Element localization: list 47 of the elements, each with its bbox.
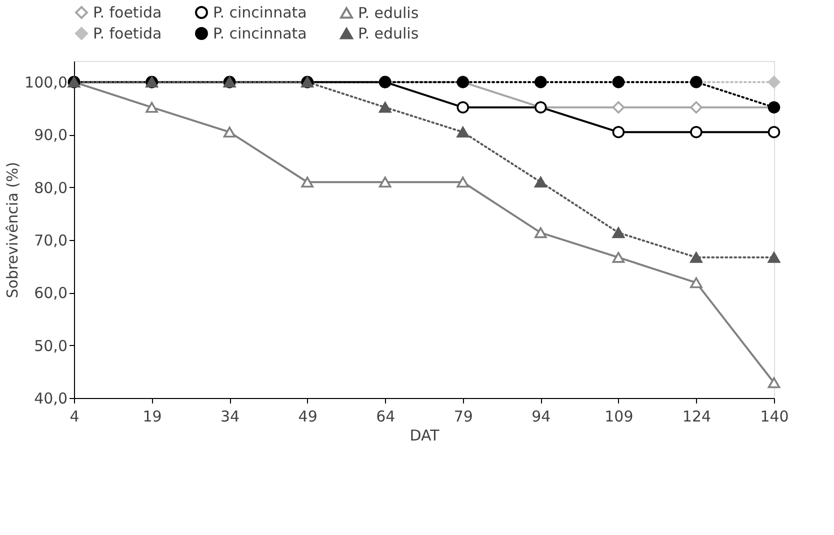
y-tick-label: 60,0 [34, 284, 68, 302]
x-tick-label: 79 [454, 408, 473, 426]
point [378, 102, 392, 113]
x-tick-label: 4 [70, 408, 80, 426]
legend-label: P. cincinnata [213, 4, 307, 22]
x-tick-label: 124 [682, 408, 712, 426]
point [456, 176, 470, 188]
point [378, 176, 392, 188]
point [534, 227, 547, 238]
point [612, 101, 625, 114]
legend-label: P. cincinnata [213, 24, 307, 42]
y-tick-label: 50,0 [34, 336, 68, 355]
point [456, 126, 470, 138]
y-tick-label: 40,0 [34, 390, 68, 408]
legend-label: P. edulis [358, 24, 419, 42]
point [612, 126, 625, 138]
x-tick-label: 109 [604, 408, 634, 426]
point [690, 126, 702, 138]
point [534, 176, 547, 188]
y-tick-label: 90,0 [34, 126, 68, 144]
point [768, 252, 780, 263]
y-axis-title: Sobrevivência (%) [4, 162, 22, 298]
legend-label: P. foetida [93, 24, 162, 42]
point [612, 252, 625, 263]
point [768, 76, 780, 88]
point [612, 227, 625, 238]
x-tick-label: 94 [532, 408, 551, 426]
point [690, 252, 702, 263]
x-tick-label: 49 [298, 408, 318, 426]
legend-label: P. edulis [358, 4, 419, 22]
point [690, 277, 702, 288]
x-tick-label: 19 [142, 408, 162, 426]
legend-label: P. foetida [93, 4, 162, 22]
point [301, 176, 314, 188]
y-tick-label: 100,0 [24, 74, 68, 92]
x-axis-title: DAT [410, 426, 440, 444]
x-tick-label: 34 [220, 408, 240, 426]
point [768, 126, 780, 138]
point [768, 377, 780, 388]
y-tick-label: 80,0 [34, 178, 68, 197]
x-tick-label: 140 [760, 408, 789, 426]
point [456, 101, 470, 114]
x-tick-label: 64 [376, 408, 396, 426]
point [223, 126, 236, 138]
point [690, 101, 702, 114]
point [146, 102, 158, 113]
y-tick-label: 70,0 [34, 232, 68, 250]
